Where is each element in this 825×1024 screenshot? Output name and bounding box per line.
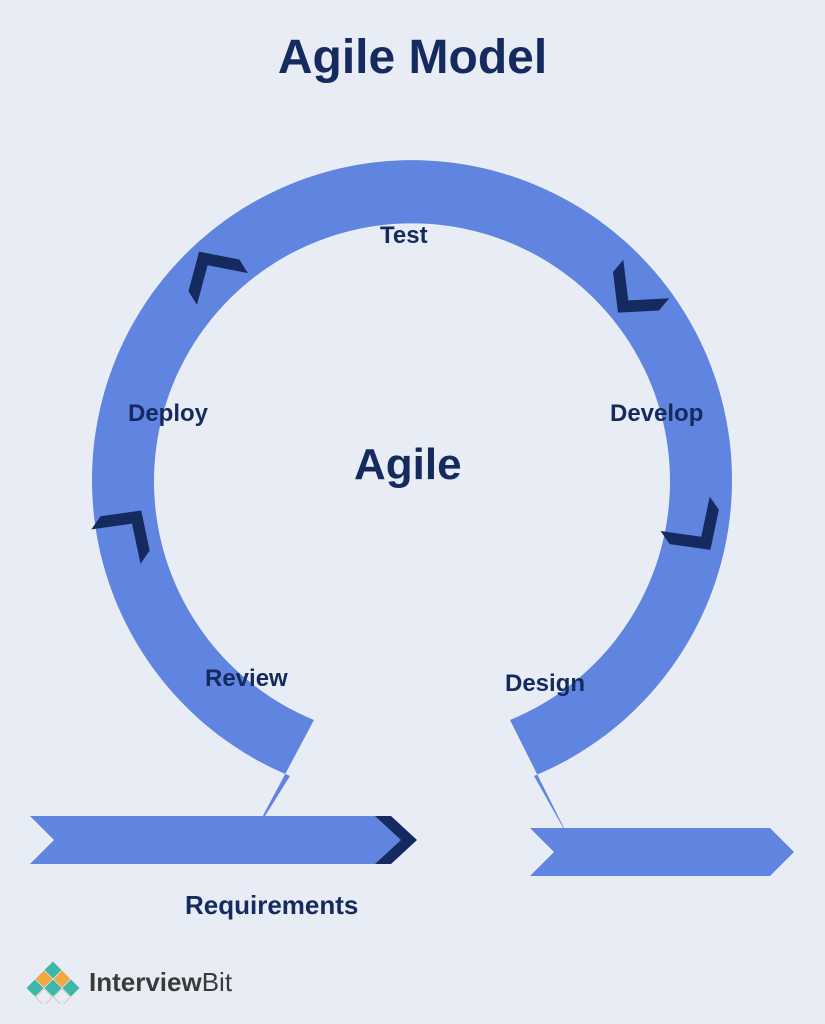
logo-light: Bit (202, 967, 232, 997)
logo-bold: Interview (89, 967, 202, 997)
phase-deploy: Deploy (128, 400, 208, 428)
logo: InterviewBit (25, 960, 232, 1004)
cycle-ring (92, 160, 732, 840)
logo-text: InterviewBit (89, 967, 232, 998)
phase-design: Design (505, 670, 585, 698)
center-label: Agile (354, 440, 462, 490)
logo-icon (25, 960, 81, 1004)
entry-arrow (30, 816, 404, 864)
requirements-label: Requirements (185, 890, 358, 921)
phase-review: Review (205, 665, 288, 693)
page-title: Agile Model (0, 30, 825, 85)
phase-develop: Develop (610, 400, 703, 428)
agile-cycle-diagram: Test Develop Design Review Deploy Agile … (0, 100, 825, 920)
exit-arrow (530, 828, 794, 876)
phase-test: Test (380, 222, 428, 250)
